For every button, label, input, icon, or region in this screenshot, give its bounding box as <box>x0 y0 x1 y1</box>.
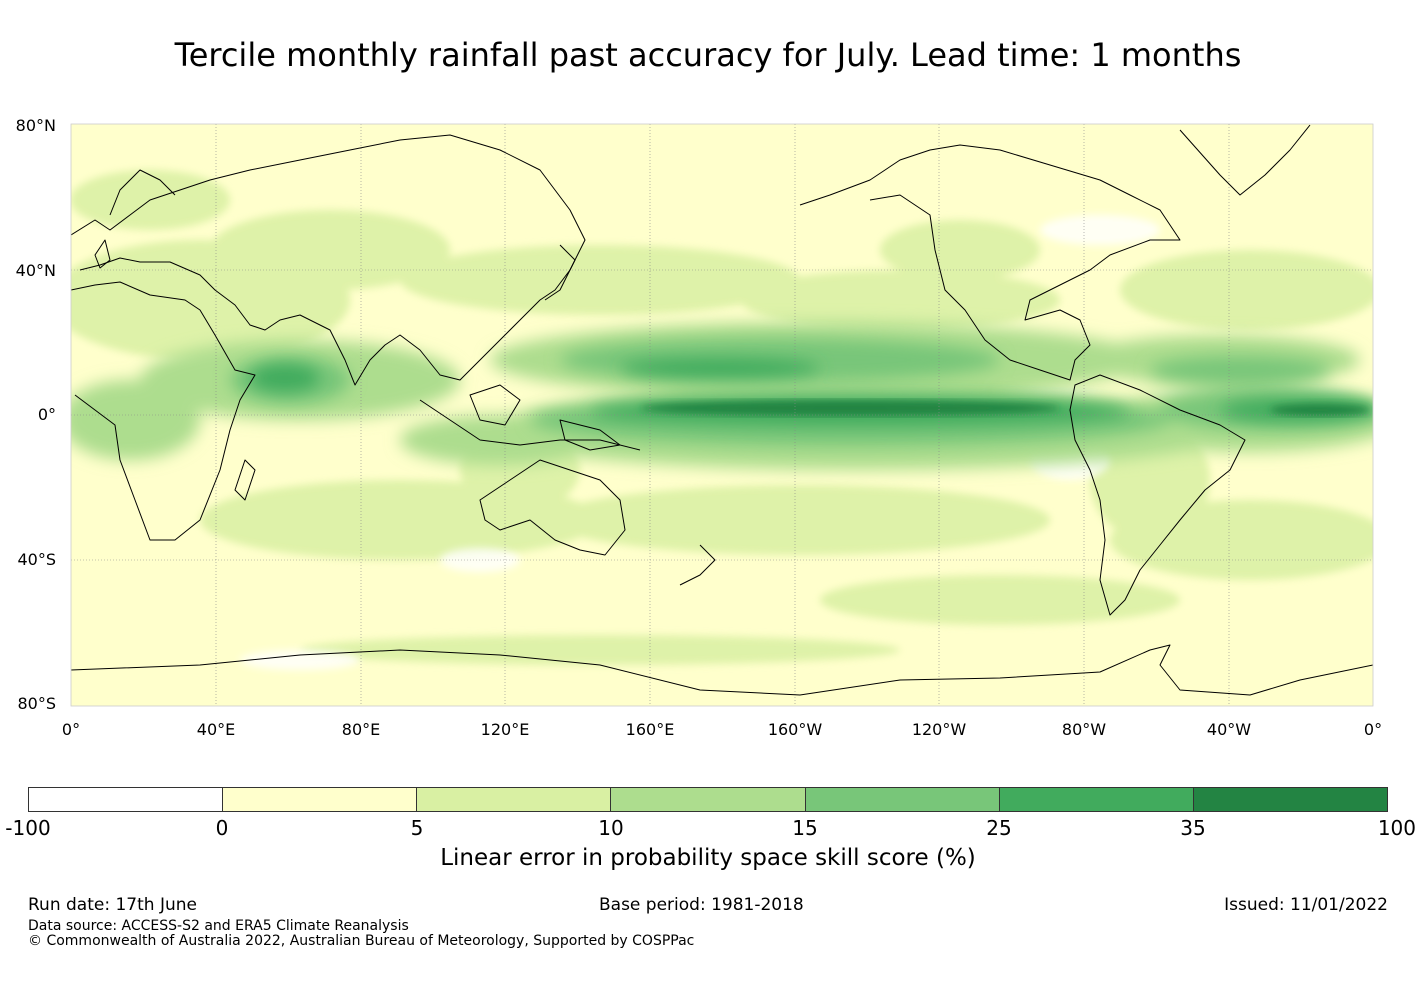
colorbar-label: Linear error in probability space skill … <box>440 845 976 871</box>
lat-label-80n: 80°N <box>15 116 56 135</box>
lon-label-120w: 120°W <box>911 720 967 739</box>
lon-label-160e: 160°E <box>625 720 675 739</box>
colorbar <box>28 787 1388 812</box>
colorbar-tick: 0 <box>215 816 229 840</box>
coast-indonesia <box>419 399 641 451</box>
lon-label-120e: 120°E <box>480 720 530 739</box>
coast-britain <box>94 239 111 269</box>
colorbar-segment <box>611 788 806 811</box>
coast-borneo <box>469 384 521 426</box>
coast-greenland <box>1179 124 1311 196</box>
coast-eurasia <box>71 134 586 386</box>
coastlines <box>71 124 1373 696</box>
lat-label-40n: 40°N <box>15 261 56 280</box>
coast-japan <box>544 244 576 301</box>
lon-label-80e: 80°E <box>341 720 381 739</box>
issued-date: Issued: 11/01/2022 <box>1224 895 1388 915</box>
coast-new-guinea <box>559 419 621 451</box>
colorbar-tick: -100 <box>5 816 51 840</box>
colorbar-tick: 15 <box>792 816 818 840</box>
coast-south-america <box>1069 374 1246 616</box>
colorbar-tick: 10 <box>598 816 624 840</box>
colorbar-tick: 5 <box>410 816 424 840</box>
colorbar-segment <box>999 788 1194 811</box>
coast-madagascar <box>234 459 256 501</box>
lat-label-40s: 40°S <box>17 550 56 569</box>
lon-label-0-left: 0° <box>61 720 81 739</box>
lat-label-0: 0° <box>37 405 56 424</box>
coast-australia <box>479 459 626 556</box>
lon-label-40w: 40°W <box>1206 720 1252 739</box>
graticule <box>71 124 1373 706</box>
skill-score-map <box>70 123 1374 707</box>
lon-label-160w: 160°W <box>767 720 823 739</box>
skill-field-top <box>640 400 1370 416</box>
colorbar-segment <box>223 788 418 811</box>
colorbar-tick: 100 <box>1377 816 1416 840</box>
base-period: Base period: 1981-2018 <box>599 895 804 915</box>
lon-label-40e: 40°E <box>196 720 236 739</box>
page-title: Tercile monthly rainfall past accuracy f… <box>174 36 1242 74</box>
colorbar-segment <box>805 788 1000 811</box>
colorbar-tick: 25 <box>986 816 1012 840</box>
colorbar-segment <box>417 788 612 811</box>
copyright: © Commonwealth of Australia 2022, Austra… <box>28 933 695 949</box>
map-frame <box>70 123 1374 707</box>
lon-label-80w: 80°W <box>1061 720 1107 739</box>
coast-antarctica <box>71 644 1373 696</box>
coast-new-zealand <box>679 544 716 586</box>
coast-north-america <box>799 144 1181 381</box>
coast-scandinavia <box>109 169 176 216</box>
colorbar-segment <box>1193 788 1387 811</box>
colorbar-tick: 35 <box>1180 816 1206 840</box>
lat-label-80s: 80°S <box>17 694 56 713</box>
coast-africa <box>71 281 256 541</box>
colorbar-segment <box>29 788 224 811</box>
data-source: Data source: ACCESS-S2 and ERA5 Climate … <box>28 918 409 934</box>
lon-label-0-right: 0° <box>1363 720 1383 739</box>
run-date: Run date: 17th June <box>28 895 197 915</box>
